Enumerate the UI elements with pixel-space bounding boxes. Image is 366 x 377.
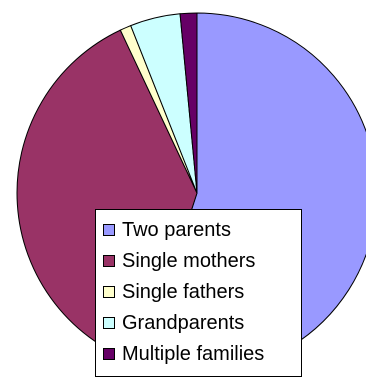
legend-item-single-mothers: Single mothers	[103, 245, 301, 276]
legend-label-grandparents: Grandparents	[122, 311, 245, 334]
legend-item-two-parents: Two parents	[103, 214, 301, 245]
legend-label-single-fathers: Single fathers	[122, 280, 245, 303]
legend-item-grandparents: Grandparents	[103, 307, 301, 338]
legend-item-single-fathers: Single fathers	[103, 276, 301, 307]
legend-label-multiple-families: Multiple families	[122, 342, 265, 365]
chart-legend: Two parents Single mothers Single father…	[95, 209, 302, 377]
legend-swatch-single-fathers	[103, 285, 115, 298]
legend-label-two-parents: Two parents	[122, 218, 231, 241]
legend-swatch-multiple-families	[103, 347, 115, 360]
legend-swatch-single-mothers	[103, 254, 115, 267]
legend-item-multiple-families: Multiple families	[103, 338, 301, 369]
legend-label-single-mothers: Single mothers	[122, 249, 256, 272]
legend-swatch-grandparents	[103, 316, 115, 329]
legend-swatch-two-parents	[103, 223, 115, 236]
pie-slice-multiple-families	[179, 12, 198, 194]
